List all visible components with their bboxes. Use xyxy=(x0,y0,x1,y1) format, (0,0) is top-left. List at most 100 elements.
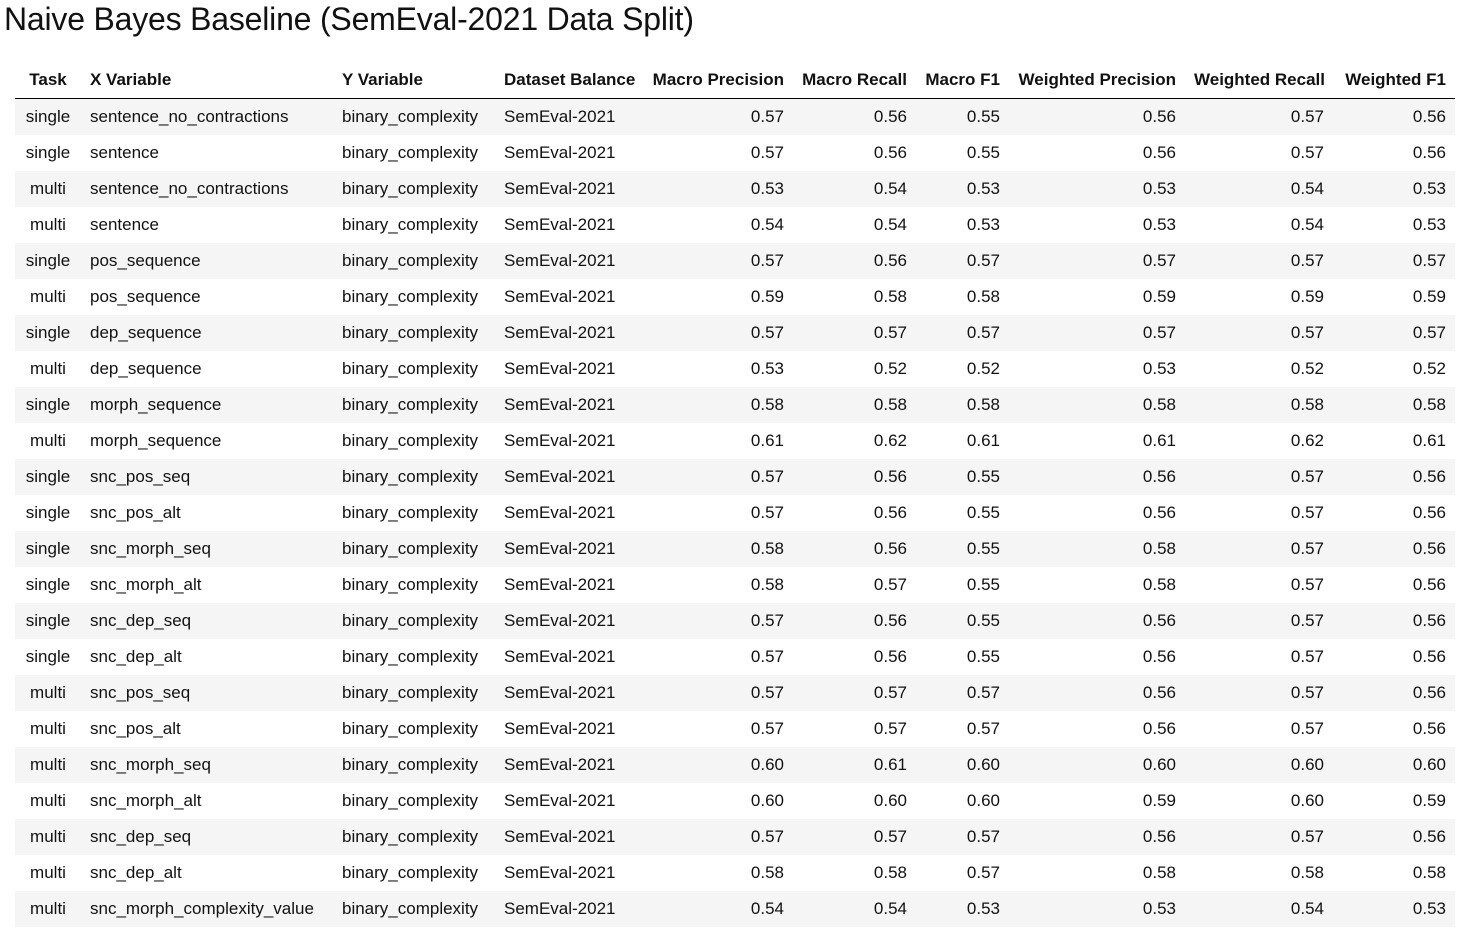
cell-macro-recall: 0.52 xyxy=(873,359,907,378)
cell-macro-recall: 0.54 xyxy=(793,891,916,927)
cell-y-variable: binary_complexity xyxy=(333,315,495,351)
table-row: single snc_dep_seq binary_complexity SemEva… xyxy=(15,603,1455,639)
cell-weighted-precision: 0.58 xyxy=(1009,387,1185,423)
cell-dataset-balance: SemEval-2021 xyxy=(495,387,643,423)
cell-macro-precision: 0.59 xyxy=(750,287,784,306)
cell-weighted-recall: 0.54 xyxy=(1185,891,1333,927)
table-row: multi snc_morph_seq binary_complexity SemEv… xyxy=(15,747,1455,783)
table-row: multi sentence_no_contractions binary_comp… xyxy=(15,171,1455,207)
table-row: multi morph_sequence binary_complexity SemE… xyxy=(15,423,1455,459)
cell-weighted-f1: 0.56 xyxy=(1333,675,1455,711)
cell-macro-f1: 0.57 xyxy=(916,675,1009,711)
cell-macro-precision: 0.57 xyxy=(643,243,793,279)
cell-task: multi xyxy=(30,215,66,234)
cell-macro-recall: 0.58 xyxy=(873,863,907,882)
cell-dataset-balance: SemEval-2021 xyxy=(504,575,616,594)
cell-y-variable: binary_complexity xyxy=(342,791,479,810)
cell-macro-precision: 0.54 xyxy=(643,891,793,927)
cell-task: single xyxy=(15,531,81,567)
cell-macro-precision: 0.53 xyxy=(643,171,793,207)
cell-weighted-precision: 0.56 xyxy=(1009,98,1185,135)
cell-weighted-recall: 0.57 xyxy=(1185,675,1333,711)
cell-macro-recall: 0.56 xyxy=(793,603,916,639)
cell-macro-precision: 0.57 xyxy=(750,719,784,738)
cell-macro-f1: 0.55 xyxy=(966,647,1000,666)
cell-weighted-f1: 0.57 xyxy=(1333,315,1455,351)
cell-x-variable: morph_sequence xyxy=(90,431,222,450)
cell-weighted-f1: 0.59 xyxy=(1412,287,1446,306)
cell-macro-precision: 0.61 xyxy=(750,431,784,450)
cell-macro-recall: 0.56 xyxy=(873,647,907,666)
cell-weighted-recall: 0.62 xyxy=(1290,431,1324,450)
cell-weighted-precision: 0.53 xyxy=(1142,215,1176,234)
cell-macro-recall: 0.62 xyxy=(873,431,907,450)
cell-y-variable: binary_complexity xyxy=(342,503,479,522)
header-macro-f1: Macro F1 xyxy=(916,62,1009,99)
header-row: Task X Variable Y Variable Dataset Balan… xyxy=(15,62,1455,99)
cell-weighted-precision: 0.58 xyxy=(1142,863,1176,882)
cell-weighted-f1: 0.61 xyxy=(1412,431,1446,450)
table-row: single sentence_no_contractions binary_com… xyxy=(15,98,1455,135)
cell-weighted-f1: 0.56 xyxy=(1412,143,1446,162)
cell-weighted-recall: 0.57 xyxy=(1185,819,1333,855)
cell-macro-recall: 0.56 xyxy=(873,143,907,162)
cell-dataset-balance: SemEval-2021 xyxy=(495,819,643,855)
cell-weighted-f1: 0.58 xyxy=(1333,387,1455,423)
cell-macro-f1: 0.58 xyxy=(916,387,1009,423)
cell-y-variable: binary_complexity xyxy=(333,603,495,639)
cell-weighted-recall: 0.58 xyxy=(1290,863,1324,882)
cell-y-variable: binary_complexity xyxy=(342,215,479,234)
cell-y-variable: binary_complexity xyxy=(333,747,495,783)
cell-macro-f1: 0.60 xyxy=(916,747,1009,783)
cell-macro-recall: 0.56 xyxy=(793,243,916,279)
cell-macro-recall: 0.57 xyxy=(793,675,916,711)
results-table-container: Task X Variable Y Variable Dataset Balan… xyxy=(15,62,1455,927)
header-weighted-recall: Weighted Recall xyxy=(1185,62,1333,99)
cell-weighted-precision: 0.56 xyxy=(1009,603,1185,639)
cell-weighted-f1: 0.53 xyxy=(1412,215,1446,234)
cell-weighted-precision: 0.56 xyxy=(1009,819,1185,855)
cell-macro-precision: 0.57 xyxy=(643,98,793,135)
cell-task: single xyxy=(25,575,71,594)
cell-task: multi xyxy=(15,891,81,927)
cell-weighted-recall: 0.60 xyxy=(1290,791,1324,810)
cell-x-variable: snc_dep_seq xyxy=(81,819,333,855)
cell-macro-precision: 0.57 xyxy=(643,675,793,711)
cell-x-variable: sentence xyxy=(90,143,159,162)
cell-task: multi xyxy=(30,359,66,378)
cell-y-variable: binary_complexity xyxy=(342,719,479,738)
cell-x-variable: snc_morph_alt xyxy=(90,791,202,810)
cell-weighted-f1: 0.60 xyxy=(1333,747,1455,783)
cell-macro-precision: 0.53 xyxy=(750,359,784,378)
header-macro-recall: Macro Recall xyxy=(793,62,916,99)
table-row: multi snc_morph_alt binary_complexity SemEv… xyxy=(15,783,1455,819)
cell-weighted-precision: 0.56 xyxy=(1009,675,1185,711)
cell-dataset-balance: SemEval-2021 xyxy=(504,143,616,162)
table-row: multi dep_sequence binary_complexity SemEva… xyxy=(15,351,1455,387)
results-table: Task X Variable Y Variable Dataset Balan… xyxy=(15,62,1455,927)
cell-weighted-precision: 0.56 xyxy=(1009,459,1185,495)
header-weighted-precision: Weighted Precision xyxy=(1009,62,1185,99)
cell-x-variable: snc_dep_alt xyxy=(90,863,182,882)
cell-weighted-precision: 0.56 xyxy=(1142,143,1176,162)
cell-x-variable: dep_sequence xyxy=(81,315,333,351)
cell-macro-f1: 0.58 xyxy=(966,287,1000,306)
cell-macro-recall: 0.56 xyxy=(793,98,916,135)
cell-task: single xyxy=(15,459,81,495)
cell-weighted-recall: 0.57 xyxy=(1290,647,1324,666)
header-dataset-balance: Dataset Balance xyxy=(495,62,643,99)
cell-weighted-precision: 0.60 xyxy=(1009,747,1185,783)
cell-macro-f1: 0.57 xyxy=(916,819,1009,855)
cell-y-variable: binary_complexity xyxy=(342,359,479,378)
cell-weighted-recall: 0.59 xyxy=(1290,287,1324,306)
cell-macro-f1: 0.60 xyxy=(966,791,1000,810)
cell-dataset-balance: SemEval-2021 xyxy=(504,647,616,666)
cell-task: single xyxy=(15,243,81,279)
table-row: multi pos_sequence binary_complexity SemEva… xyxy=(15,279,1455,315)
cell-dataset-balance: SemEval-2021 xyxy=(495,747,643,783)
cell-x-variable: snc_pos_alt xyxy=(90,503,181,522)
cell-weighted-recall: 0.57 xyxy=(1185,603,1333,639)
table-row: multi snc_dep_seq binary_complexity SemEval… xyxy=(15,819,1455,855)
cell-weighted-f1: 0.56 xyxy=(1412,719,1446,738)
cell-weighted-recall: 0.54 xyxy=(1185,171,1333,207)
